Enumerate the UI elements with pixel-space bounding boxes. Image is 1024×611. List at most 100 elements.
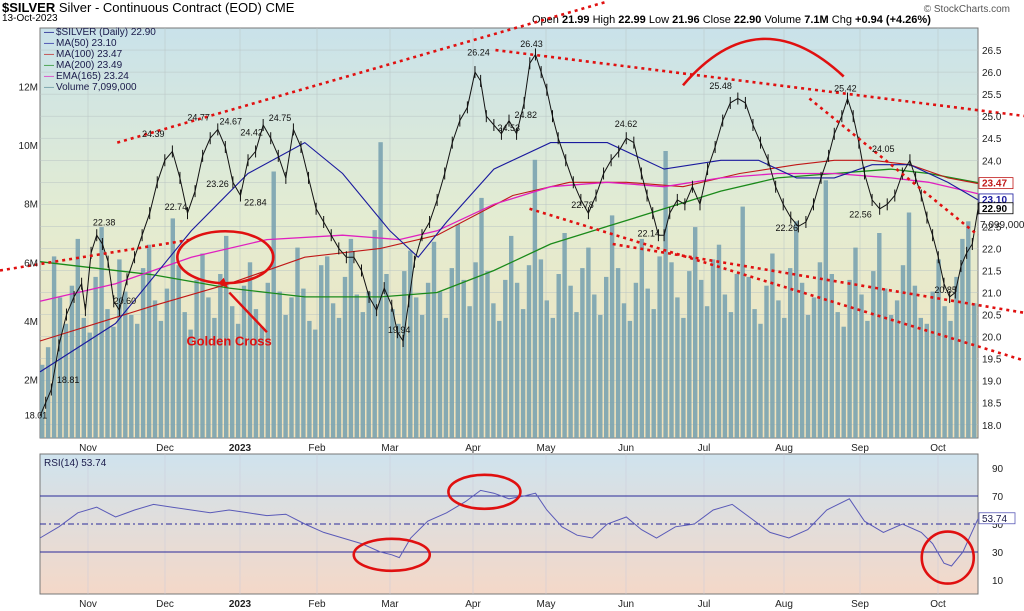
- price-annotation: 24.82: [515, 110, 538, 120]
- volume-bar: [859, 294, 864, 438]
- volume-bar: [598, 315, 603, 438]
- volume-bar: [586, 247, 591, 438]
- volume-bar: [45, 347, 51, 438]
- volume-bar: [419, 315, 425, 438]
- volume-bar: [360, 312, 365, 438]
- stockcharts-watermark: © StockCharts.com: [923, 4, 1010, 15]
- price-tick-label: 24.5: [982, 134, 1002, 145]
- x-tick-label: 2023: [229, 443, 252, 454]
- volume-bar: [348, 238, 354, 438]
- volume-bar: [687, 271, 692, 438]
- red-trendline: [612, 242, 1024, 315]
- price-annotation: 20.60: [114, 296, 137, 306]
- price-tick-label: 19.0: [982, 377, 1002, 388]
- volume-bar: [473, 262, 478, 438]
- price-annotation: 23.26: [206, 179, 229, 189]
- volume-bar: [265, 282, 270, 438]
- low-value: 21.96: [672, 14, 700, 26]
- legend-entry: MA(200) 23.49: [56, 60, 123, 71]
- rsi-title: RSI(14) 53.74: [44, 458, 107, 469]
- price-annotation: 22.38: [93, 218, 116, 228]
- volume-bar: [562, 233, 567, 438]
- price-annotation: 24.53: [498, 123, 521, 133]
- volume-bar: [342, 276, 348, 438]
- ma200-line: [39, 168, 979, 298]
- price-annotation: 22.78: [571, 200, 594, 210]
- volume-bar: [604, 276, 609, 438]
- volume-bar: [277, 291, 282, 438]
- volume-bar: [218, 274, 223, 438]
- price-annotation: 24.62: [615, 119, 638, 129]
- last-value-label: 23.47: [982, 179, 1007, 190]
- golden-cross-label: Golden Cross: [186, 333, 271, 348]
- symbol: $SILVER: [2, 0, 56, 15]
- volume-bar: [847, 279, 852, 438]
- rsi-line: [39, 489, 979, 567]
- open-label: Open: [532, 14, 559, 26]
- volume-bar: [206, 297, 211, 438]
- volume-bar: [224, 235, 229, 438]
- volume-bar: [710, 259, 716, 438]
- volume-bar: [871, 271, 876, 438]
- price-line: [39, 53, 979, 417]
- ema165-line: [39, 172, 979, 302]
- volume-bar: [176, 265, 181, 438]
- price-tick-label: 21.5: [982, 266, 1002, 277]
- volume-bar: [230, 306, 235, 438]
- volume-bar: [93, 276, 98, 438]
- volume-bar: [853, 247, 858, 438]
- legend-entry: EMA(165) 23.24: [56, 71, 129, 82]
- rsi-x-tick-label: Apr: [465, 599, 481, 610]
- volume-bar: [734, 274, 739, 438]
- volume-bar: [776, 300, 781, 438]
- volume-bar: [883, 288, 888, 438]
- volume-bar: [912, 285, 918, 438]
- price-tick-label: 18.5: [982, 399, 1002, 410]
- volume-bar: [437, 291, 443, 438]
- chg-label: Chg: [831, 14, 852, 26]
- legend-entry: MA(50) 23.10: [56, 38, 117, 49]
- volume-bar: [40, 364, 45, 438]
- rsi-x-tick-label: Mar: [381, 599, 399, 610]
- price-annotation: 24.39: [142, 129, 165, 139]
- rsi-x-tick-label: Feb: [308, 599, 326, 610]
- volume-bar: [550, 317, 555, 438]
- volume-bar: [817, 262, 823, 438]
- volume-bar: [877, 233, 882, 438]
- volume-bar: [960, 238, 965, 438]
- rsi-tick-label: 30: [992, 548, 1004, 559]
- volume-bar: [319, 265, 324, 438]
- rsi-x-tick-label: Sep: [851, 599, 869, 610]
- volume-bar: [69, 285, 75, 438]
- volume-bar: [580, 268, 585, 438]
- rsi-x-tick-label: 2023: [229, 599, 252, 610]
- volume-bar: [764, 285, 769, 438]
- volume-bar: [509, 235, 514, 438]
- volume-bar: [307, 320, 312, 438]
- rsi-circle: [920, 530, 976, 585]
- ma50-line: [39, 141, 979, 373]
- volume-bar: [497, 320, 502, 438]
- volume-bar: [449, 268, 454, 438]
- volume-bar: [663, 151, 668, 438]
- volume-bar: [135, 323, 140, 438]
- rsi-circle: [447, 473, 522, 511]
- red-trendline: [0, 238, 192, 272]
- volume-bar: [408, 250, 413, 438]
- price-annotation: 26.24: [467, 48, 490, 58]
- volume-bar: [241, 285, 247, 438]
- volume-bar: [675, 297, 680, 438]
- volume-bar: [105, 309, 110, 438]
- volume-bar: [396, 323, 401, 438]
- volume-bar: [811, 297, 817, 438]
- volume-bar: [906, 212, 912, 438]
- last-value-label: 22.90: [982, 204, 1007, 215]
- x-tick-label: Aug: [775, 443, 793, 454]
- last-value-badge: [978, 202, 1014, 215]
- volume-tick-label: 6M: [24, 258, 38, 269]
- volume-bar: [728, 312, 734, 438]
- low-label: Low: [648, 14, 670, 26]
- x-tick-label: May: [537, 443, 556, 454]
- rsi-x-tick-label: Oct: [930, 599, 946, 610]
- price-annotation: 19.94: [388, 325, 411, 335]
